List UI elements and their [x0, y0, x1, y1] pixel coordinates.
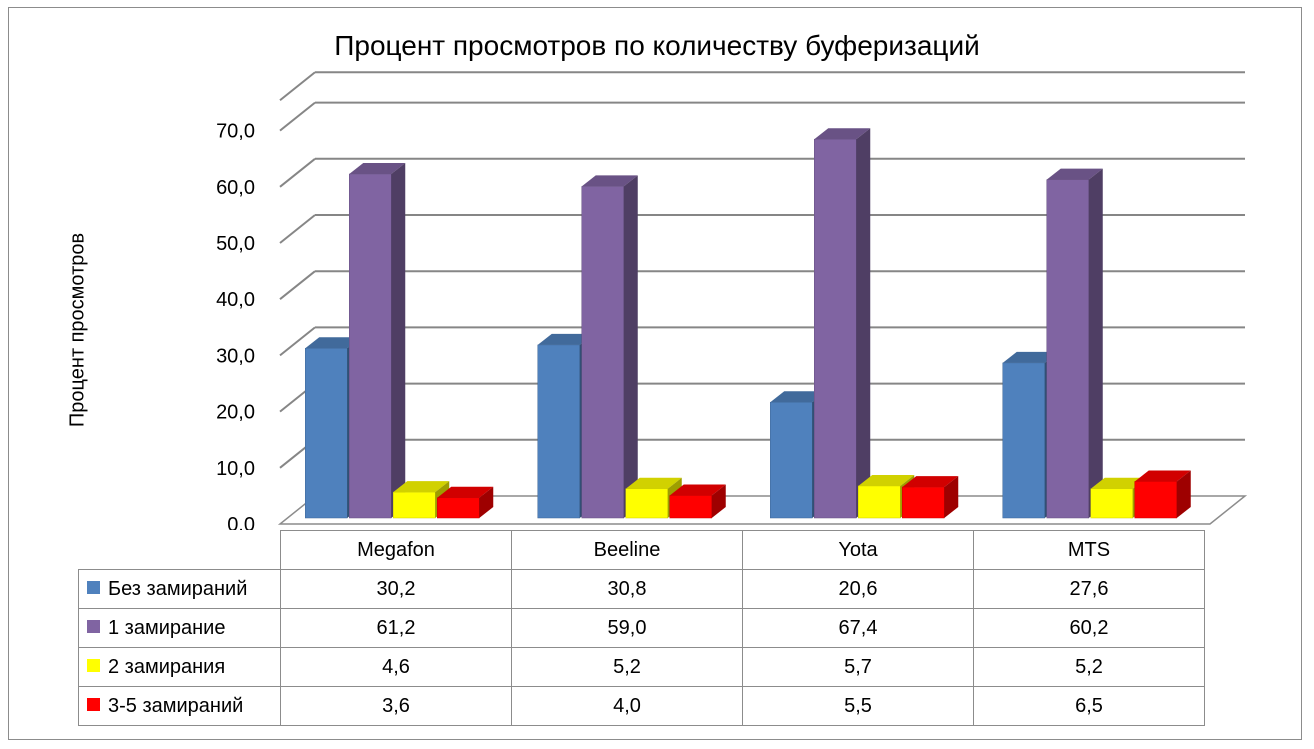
- data-label: 20,6: [742, 569, 974, 609]
- y-tick-label: 70,0: [216, 121, 255, 143]
- data-table-body: Megafon Beeline Yota MTS Без замираний 30,2 30…: [78, 530, 1205, 726]
- table-row: Без замираний 30,2 30,8 20,6 27,6: [78, 569, 1205, 609]
- bar: [393, 491, 436, 519]
- data-label: 5,2: [973, 647, 1205, 687]
- bar: [437, 497, 480, 519]
- legend-key: [87, 619, 100, 633]
- bar-top: [305, 337, 362, 349]
- bar-side: [479, 486, 494, 518]
- bar: [1090, 488, 1133, 519]
- bar: [1046, 179, 1089, 519]
- legend-entry: 2 замирания: [78, 647, 281, 687]
- y-tick-label: 20,0: [216, 402, 255, 424]
- series-name: Без замираний: [108, 577, 248, 600]
- bar-top: [393, 481, 450, 493]
- bar-side: [1176, 470, 1191, 518]
- data-label: 5,2: [511, 647, 743, 687]
- bar-top: [669, 484, 726, 496]
- bar-top: [349, 163, 406, 175]
- legend-key: [87, 697, 100, 711]
- bar-side: [711, 484, 726, 518]
- data-label: 4,6: [280, 647, 512, 687]
- y-tick-label: 60,0: [216, 177, 255, 199]
- data-label: 5,7: [742, 647, 974, 687]
- bar: [349, 173, 392, 519]
- legend-entry: 1 замирание: [78, 608, 281, 648]
- bar: [814, 138, 857, 519]
- series-name: 1 замирание: [108, 616, 226, 639]
- plot-area: 0,0 10,0 20,0 30,0 40,0 50,0 60,0 70,0: [216, 71, 1248, 530]
- table-row: 3-5 замираний 3,6 4,0 5,5 6,5: [78, 686, 1205, 726]
- bar: [581, 186, 624, 519]
- legend-entry: Без замираний: [78, 569, 281, 609]
- bar-side: [391, 163, 406, 518]
- data-label: 67,4: [742, 608, 974, 648]
- table-row: 2 замирания 4,6 5,2 5,7 5,2: [78, 647, 1205, 687]
- bar-side: [1088, 168, 1103, 518]
- data-label: 60,2: [973, 608, 1205, 648]
- legend-key: [87, 658, 100, 672]
- bar-side: [856, 128, 871, 518]
- data-table: Megafon Beeline Yota MTS Без замираний 30,2 30…: [78, 530, 1205, 726]
- gridline-wall: [279, 214, 316, 244]
- bar-top: [814, 128, 871, 140]
- table-header-row: Megafon Beeline Yota MTS: [79, 530, 1205, 570]
- bar-side: [944, 476, 959, 518]
- bar: [1134, 481, 1177, 519]
- bar: [625, 488, 668, 519]
- bar-top: [581, 175, 638, 187]
- data-label: 30,8: [511, 569, 743, 609]
- y-tick-label: 50,0: [216, 233, 255, 255]
- gridline-wall: [279, 326, 316, 357]
- bar-top: [1134, 470, 1191, 482]
- bar: [770, 401, 813, 519]
- bar-top: [437, 486, 494, 498]
- category-label: Megafon: [280, 530, 512, 570]
- y-tick-label: 30,0: [216, 345, 255, 367]
- data-label: 6,5: [973, 686, 1205, 726]
- legend-key: [87, 580, 100, 594]
- bar-side: [623, 175, 638, 519]
- bar: [902, 486, 945, 519]
- category-label: Beeline: [511, 530, 743, 570]
- gridline-wall: [279, 158, 316, 188]
- data-label: 30,2: [280, 569, 512, 609]
- legend-entry: 3-5 замираний: [78, 686, 281, 726]
- data-label: 5,5: [742, 686, 974, 726]
- bar-top: [1090, 477, 1147, 489]
- gridline-wall: [279, 270, 316, 300]
- y-tick-label: 40,0: [216, 289, 255, 311]
- y-tick-label: 0,0: [227, 514, 255, 530]
- bar-top: [1002, 351, 1059, 363]
- gridline-wall: [279, 71, 316, 102]
- bar: [1002, 362, 1045, 519]
- series-name: 3-5 замираний: [108, 694, 244, 717]
- table-corner: [79, 531, 281, 570]
- data-label: 4,0: [511, 686, 743, 726]
- bar-top: [858, 474, 915, 486]
- data-label: 3,6: [280, 686, 512, 726]
- bar-top: [625, 477, 682, 489]
- bar: [858, 485, 901, 519]
- y-tick-label: 10,0: [216, 458, 255, 480]
- data-label: 27,6: [973, 569, 1205, 609]
- bar-top: [770, 391, 827, 403]
- table-row: 1 замирание 61,2 59,0 67,4 60,2: [78, 608, 1205, 648]
- gridline-wall: [279, 101, 316, 132]
- bar-top: [902, 476, 959, 488]
- bar-top: [1046, 168, 1103, 180]
- category-label: Yota: [742, 530, 974, 570]
- data-label: 61,2: [280, 608, 512, 648]
- bar: [537, 344, 580, 519]
- series-name: 2 замирания: [108, 655, 226, 678]
- data-label: 59,0: [511, 608, 743, 648]
- chart-title: Процент просмотров по количеству буфериз…: [334, 30, 980, 61]
- bar: [669, 495, 712, 519]
- category-label: MTS: [973, 530, 1205, 570]
- bar: [305, 348, 348, 519]
- bar-top: [537, 333, 594, 345]
